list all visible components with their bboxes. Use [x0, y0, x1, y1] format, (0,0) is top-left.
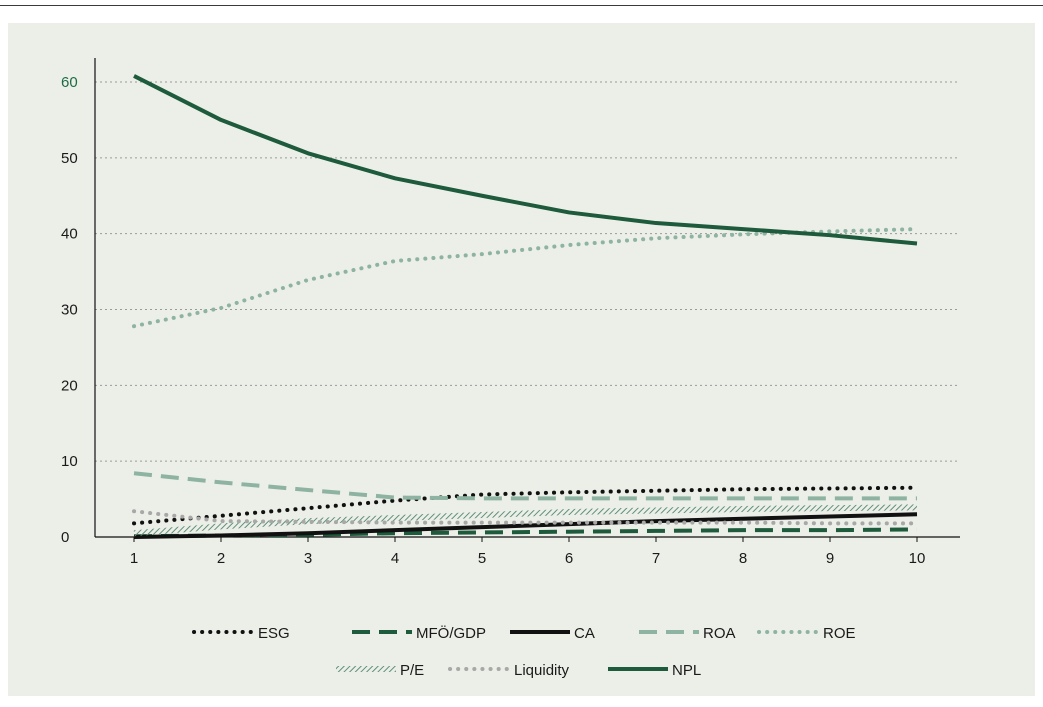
y-tick-label: 20	[61, 377, 78, 394]
legend-label: ROA	[703, 625, 736, 642]
series-line-p-e	[133, 504, 918, 537]
legend-label: CA	[574, 625, 595, 642]
grid-lines	[95, 81, 960, 462]
x-tick-label: 8	[739, 550, 747, 567]
y-tick-label: 60	[61, 74, 78, 91]
x-tick-label: 1	[130, 550, 138, 567]
series-line-npl	[133, 74, 918, 246]
x-tick-label: 9	[826, 550, 834, 567]
series-line-mf-gdp	[133, 527, 918, 539]
x-tick-label: 2	[217, 550, 225, 567]
x-tick-label: 3	[304, 550, 312, 567]
series-line-ca	[133, 512, 918, 539]
chart-panel: 0 10 20 30 40 50 60 1 2 3 4 5 6 7 8 9 10 ESG MFÖ/GDP CA ROA…	[8, 23, 1035, 696]
legend: ESG MFÖ/GDP CA ROA ROE P/E Liquidity NPL	[192, 624, 856, 679]
line-chart: 0 10 20 30 40 50 60 1 2 3 4 5 6 7 8 9 10 ESG MFÖ/GDP CA ROA…	[61, 58, 960, 679]
series-line-esg	[132, 485, 919, 526]
legend-label: MFÖ/GDP	[416, 624, 486, 642]
y-tick-label: 30	[61, 302, 78, 319]
series-line-roe	[132, 227, 919, 329]
legend-label: ROE	[823, 625, 856, 642]
legend-label: P/E	[400, 662, 424, 679]
series-line-roa	[133, 471, 917, 501]
y-tick-label: 10	[61, 453, 78, 470]
y-tick-label: 50	[61, 150, 78, 167]
y-tick-label: 0	[61, 529, 69, 546]
top-rule	[0, 5, 1043, 6]
x-tick-label: 5	[478, 550, 486, 567]
legend-label: NPL	[672, 662, 701, 679]
legend-label: Liquidity	[514, 662, 570, 679]
legend-label: ESG	[258, 625, 290, 642]
series-lines	[132, 74, 919, 539]
x-tick-label: 7	[652, 550, 660, 567]
x-tick-label: 10	[909, 550, 926, 567]
y-tick-label: 40	[61, 226, 78, 243]
x-tick-label: 4	[391, 550, 399, 567]
x-tick-label: 6	[565, 550, 573, 567]
series-line-liquidity	[132, 509, 919, 526]
